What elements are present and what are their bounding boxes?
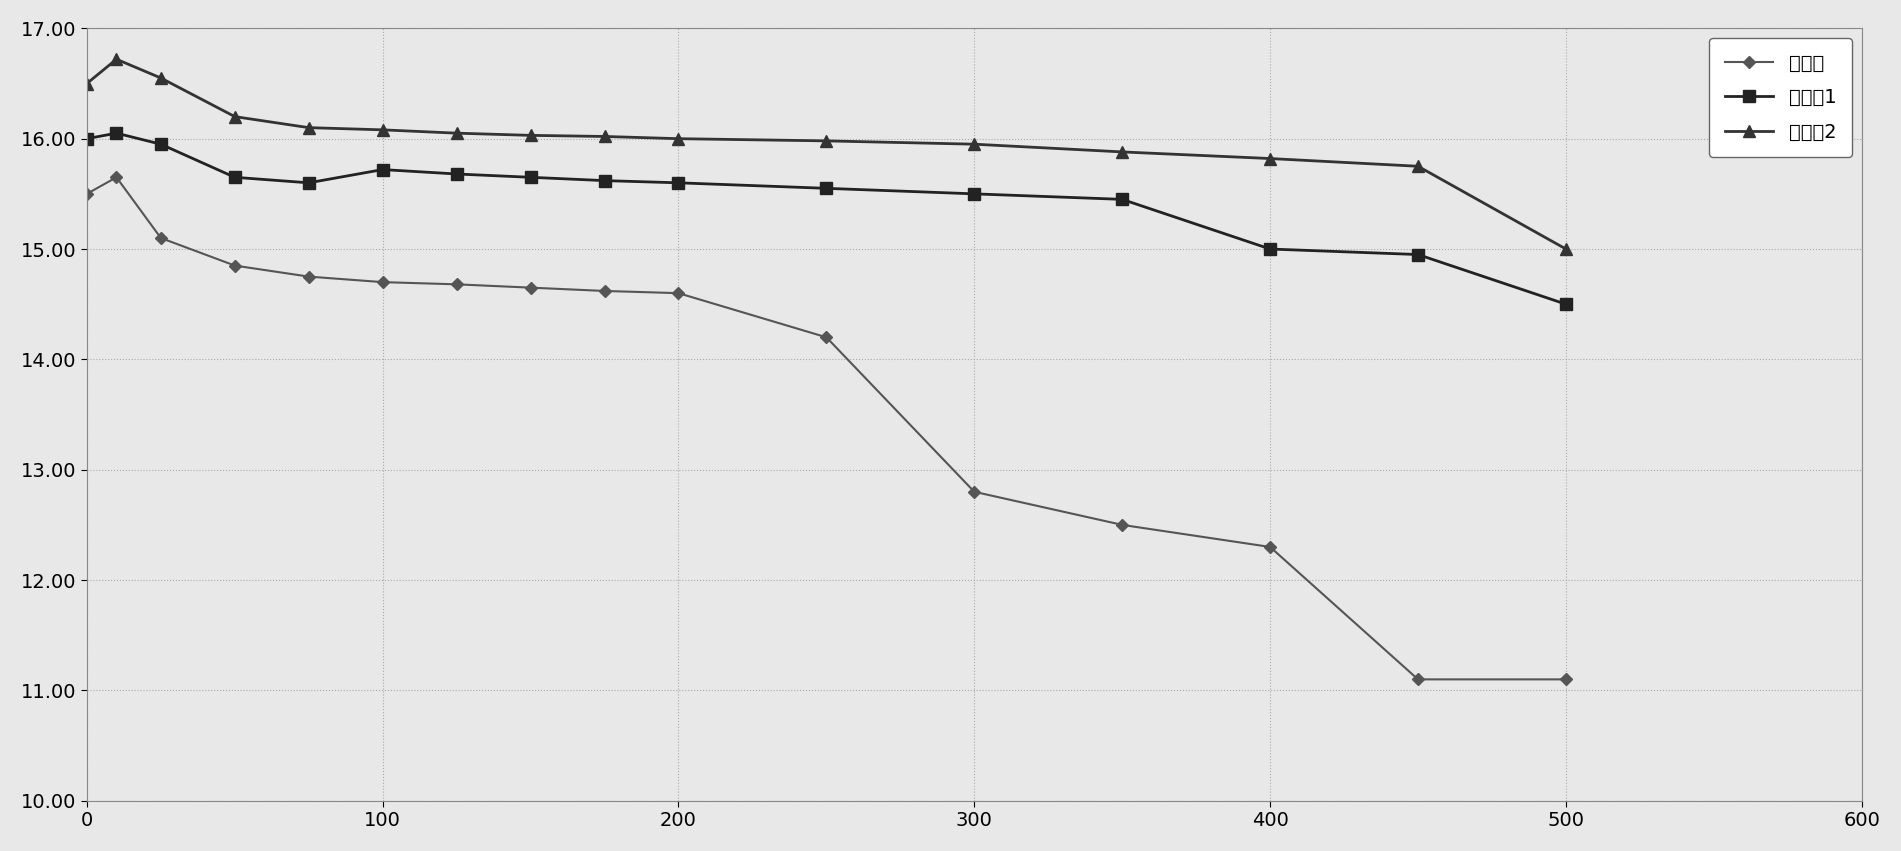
实施例2 [297,123,319,133]
实施例2 [76,78,99,89]
比較例 [105,172,127,182]
实施例2 [445,128,468,138]
实施例1 [1407,249,1430,260]
实施例1 [224,172,247,182]
实施例1 [519,172,542,182]
Line: 比較例: 比較例 [84,173,1570,683]
实施例2 [593,131,616,141]
Line: 实施例2: 实施例2 [82,54,1572,254]
实施例1 [1555,299,1578,309]
实施例2 [105,54,127,65]
实施例1 [150,139,173,149]
比較例 [593,286,616,296]
比較例 [224,260,247,271]
实施例1 [76,134,99,144]
实施例2 [816,136,838,146]
实施例2 [964,139,987,149]
比較例 [76,189,99,199]
比較例 [445,279,468,289]
比較例 [297,271,319,282]
实施例2 [1110,147,1133,157]
实施例1 [816,183,838,193]
实施例1 [297,178,319,188]
实施例2 [519,130,542,140]
比較例 [150,233,173,243]
实施例1 [445,168,468,179]
实施例1 [964,189,987,199]
实施例2 [1258,153,1281,163]
实施例1 [667,178,690,188]
实施例2 [667,134,690,144]
比較例 [1110,520,1133,530]
实施例1 [1258,244,1281,254]
比較例 [1555,674,1578,684]
比較例 [816,332,838,342]
比較例 [371,277,394,288]
比較例 [667,288,690,298]
比較例 [964,487,987,497]
实施例2 [1407,161,1430,171]
实施例1 [593,175,616,186]
实施例2 [224,111,247,122]
实施例2 [1555,244,1578,254]
比較例 [1258,542,1281,552]
比較例 [519,283,542,293]
比較例 [1407,674,1430,684]
实施例1 [371,164,394,174]
实施例1 [1110,194,1133,204]
实施例1 [105,128,127,138]
实施例2 [371,125,394,135]
Legend: 比較例, 实施例1, 实施例2: 比較例, 实施例1, 实施例2 [1709,38,1852,157]
实施例2 [150,73,173,83]
Line: 实施例1: 实施例1 [82,128,1572,310]
